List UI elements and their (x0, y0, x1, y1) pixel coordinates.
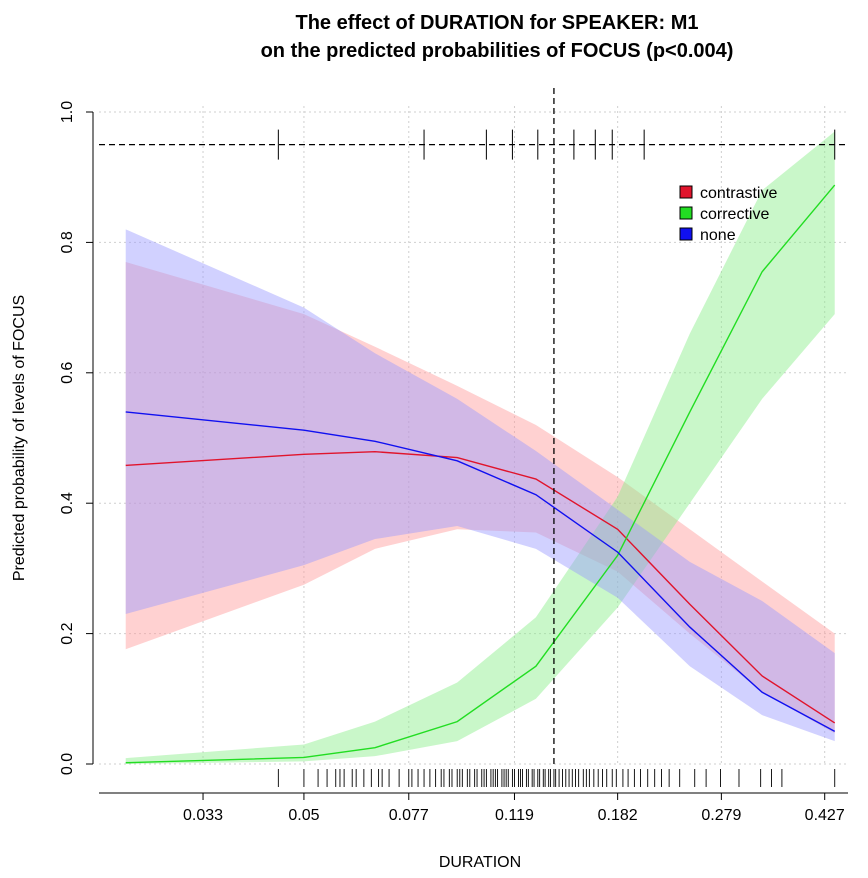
y-tick-label: 0.8 (59, 231, 76, 253)
line-contrastive (125, 450, 836, 724)
chart-subtitle: on the predicted probabilities of FOCUS … (261, 40, 734, 62)
line-none (125, 411, 836, 733)
y-tick-label: 0.4 (59, 492, 76, 514)
axes: 0.033 0.05 0.077 0.119 0.182 0.279 0.427 0.0 0.2… (59, 101, 848, 824)
rug (277, 769, 836, 787)
x-tick-label: 0.033 (183, 807, 223, 824)
x-tick-label: 0.279 (701, 807, 741, 824)
band-corrective (125, 131, 835, 764)
x-tick-label: 0.119 (495, 807, 534, 824)
series-lines (125, 184, 836, 764)
confidence-bands (125, 131, 835, 764)
legend-swatch-corrective (679, 206, 693, 220)
x-tick-label: 0.05 (288, 807, 319, 824)
legend-label-corrective: corrective (700, 206, 769, 223)
y-tick-label: 0.6 (59, 362, 76, 384)
legend-label-contrastive: contrastive (700, 185, 777, 202)
x-tick-label: 0.427 (805, 807, 845, 824)
band-contrastive (125, 261, 835, 734)
line-corrective (125, 184, 836, 764)
y-tick-label: 0.0 (59, 753, 76, 775)
y-tick-label: 0.2 (59, 622, 76, 644)
x-axis-title: DURATION (439, 854, 521, 871)
band-none (125, 229, 835, 742)
legend-swatch-contrastive (679, 185, 693, 199)
legend-swatch-none (679, 227, 693, 241)
x-tick-label: 0.182 (598, 807, 638, 824)
legend: contrastive corrective none (679, 185, 777, 244)
y-axis-title: Predicted probability of levels of FOCUS (11, 295, 28, 581)
y-tick-label: 1.0 (59, 101, 76, 123)
chart-title: The effect of DURATION for SPEAKER: M1 (296, 12, 699, 34)
legend-label-none: none (700, 227, 736, 244)
x-tick-label: 0.077 (389, 807, 429, 824)
reference-lines (99, 88, 848, 764)
